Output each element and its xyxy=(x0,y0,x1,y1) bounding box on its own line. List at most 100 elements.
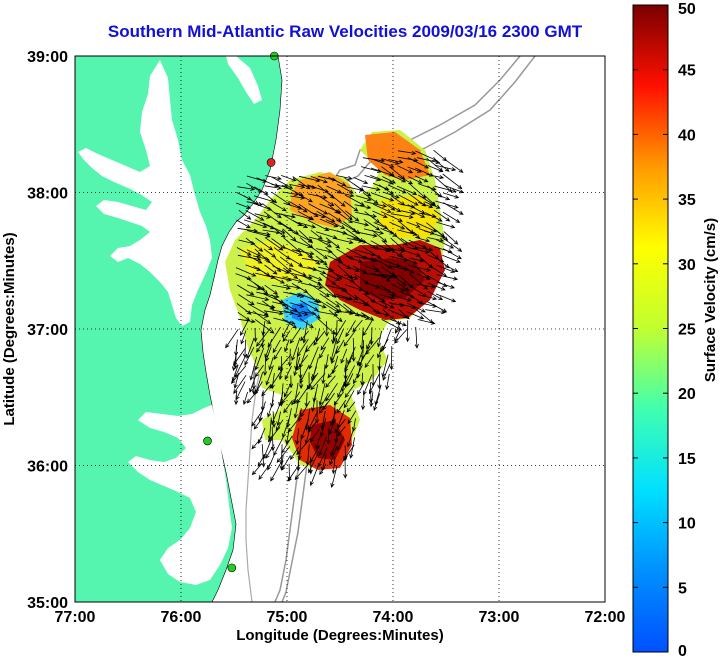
velocity-arrow xyxy=(373,257,393,269)
velocity-arrow xyxy=(347,428,355,448)
velocity-arrow xyxy=(296,438,311,456)
velocity-arrow xyxy=(262,203,282,219)
velocity-arrow xyxy=(253,282,269,295)
velocity-arrow xyxy=(356,357,363,379)
velocity-arrow xyxy=(307,309,321,319)
velocity-arrow xyxy=(343,390,355,409)
velocity-arrow xyxy=(372,265,391,282)
grid-lines xyxy=(75,56,605,602)
velocity-arrow xyxy=(295,354,309,371)
velocity-arrow xyxy=(310,229,323,240)
velocity-arrow xyxy=(245,210,265,221)
velocity-arrow xyxy=(391,283,406,292)
velocity-arrow xyxy=(225,329,239,349)
velocity-arrow xyxy=(361,392,366,411)
velocity-arrow xyxy=(274,257,292,273)
velocity-arrow xyxy=(416,247,434,252)
velocity-arrow xyxy=(240,320,249,337)
x-axis-label: Longitude (Degrees:Minutes) xyxy=(236,627,444,644)
velocity-arrow xyxy=(316,210,336,223)
velocity-arrow xyxy=(347,346,356,365)
velocity-arrow xyxy=(388,293,412,302)
velocity-arrow xyxy=(325,237,341,249)
velocity-arrow xyxy=(363,192,379,204)
velocity-arrow xyxy=(436,274,459,281)
velocity-arrow xyxy=(319,463,327,476)
velocity-arrow xyxy=(290,195,306,200)
velocity-arrow xyxy=(309,245,328,260)
velocity-arrow xyxy=(409,209,426,218)
velocity-arrow xyxy=(427,282,446,291)
velocity-arrow xyxy=(256,339,265,353)
velocity-arrow xyxy=(363,219,381,231)
velocity-arrow xyxy=(415,237,431,243)
velocity-arrow xyxy=(444,264,459,273)
velocity-arrow xyxy=(308,454,318,474)
velocity-arrow xyxy=(255,237,274,251)
velocity-arrow xyxy=(317,447,328,468)
velocity-arrow xyxy=(388,203,402,213)
velocity-arrow xyxy=(362,319,373,337)
velocity-arrow xyxy=(352,319,363,333)
velocity-arrow xyxy=(340,348,348,364)
velocity-arrow xyxy=(398,194,419,206)
y-tick-label: 36:00 xyxy=(27,459,68,476)
velocity-arrow xyxy=(320,337,330,351)
velocity-arrow xyxy=(361,185,381,192)
velocity-arrow xyxy=(319,418,327,438)
velocity-arrow xyxy=(263,310,284,316)
velocity-arrow xyxy=(336,328,344,345)
velocity-arrow xyxy=(253,327,258,343)
velocity-arrow xyxy=(326,428,331,445)
velocity-arrow xyxy=(443,192,460,199)
velocity-arrow xyxy=(380,258,401,268)
y-tick-label: 39:00 xyxy=(27,49,68,66)
station-hatteras-marker xyxy=(227,563,237,573)
velocity-arrow xyxy=(362,374,373,396)
velocity-arrow xyxy=(398,150,417,156)
velocity-arrow xyxy=(352,221,370,227)
velocity-arrow xyxy=(345,210,360,222)
velocity-arrow xyxy=(233,372,240,389)
velocity-arrow xyxy=(360,372,365,386)
velocity-arrow xyxy=(310,176,328,184)
velocity-arrow xyxy=(273,247,291,260)
colorbar-tick-label: 25 xyxy=(678,322,696,339)
velocity-arrow xyxy=(354,211,377,218)
velocity-arrow xyxy=(261,444,266,468)
x-tick-labels: 77:00 76:00 75:00 74:00 73:00 72:00 xyxy=(55,609,626,626)
y-tick-label: 37:00 xyxy=(27,322,68,339)
velocity-arrow xyxy=(307,292,319,303)
velocity-arrow xyxy=(435,239,455,249)
velocity-arrow xyxy=(327,364,338,379)
velocity-arrow xyxy=(284,382,292,398)
velocity-arrow xyxy=(318,239,333,248)
velocity-arrow xyxy=(271,284,292,290)
velocity-arrow xyxy=(249,375,257,393)
velocity-arrow xyxy=(427,165,444,173)
velocity-arrow xyxy=(351,338,356,363)
velocity-arrow xyxy=(426,174,445,180)
velocity-arrow xyxy=(237,186,256,191)
land-mass xyxy=(75,56,283,602)
velocity-arrow xyxy=(246,337,255,359)
velocity-arrow xyxy=(336,399,347,414)
y-tick-label: 38:00 xyxy=(27,186,68,203)
velocity-arrow xyxy=(382,273,399,279)
velocity-arrow xyxy=(299,365,310,384)
velocity-arrow xyxy=(390,230,409,246)
velocity-arrow xyxy=(408,176,423,184)
velocity-arrow xyxy=(281,184,304,197)
velocity-arrow xyxy=(374,384,382,406)
plot-frame xyxy=(74,55,606,603)
velocity-arrow xyxy=(319,293,341,308)
velocity-arrow xyxy=(283,237,301,253)
x-tick-label: 72:00 xyxy=(585,609,626,626)
velocity-arrow xyxy=(406,311,425,320)
velocity-arrow xyxy=(238,294,255,306)
station-duck-marker xyxy=(203,436,212,446)
velocity-arrow xyxy=(396,254,418,265)
velocity-arrow xyxy=(406,291,424,305)
y-tick-labels: 39:00 38:00 37:00 36:00 35:00 xyxy=(27,49,68,612)
velocity-arrow xyxy=(297,211,315,221)
